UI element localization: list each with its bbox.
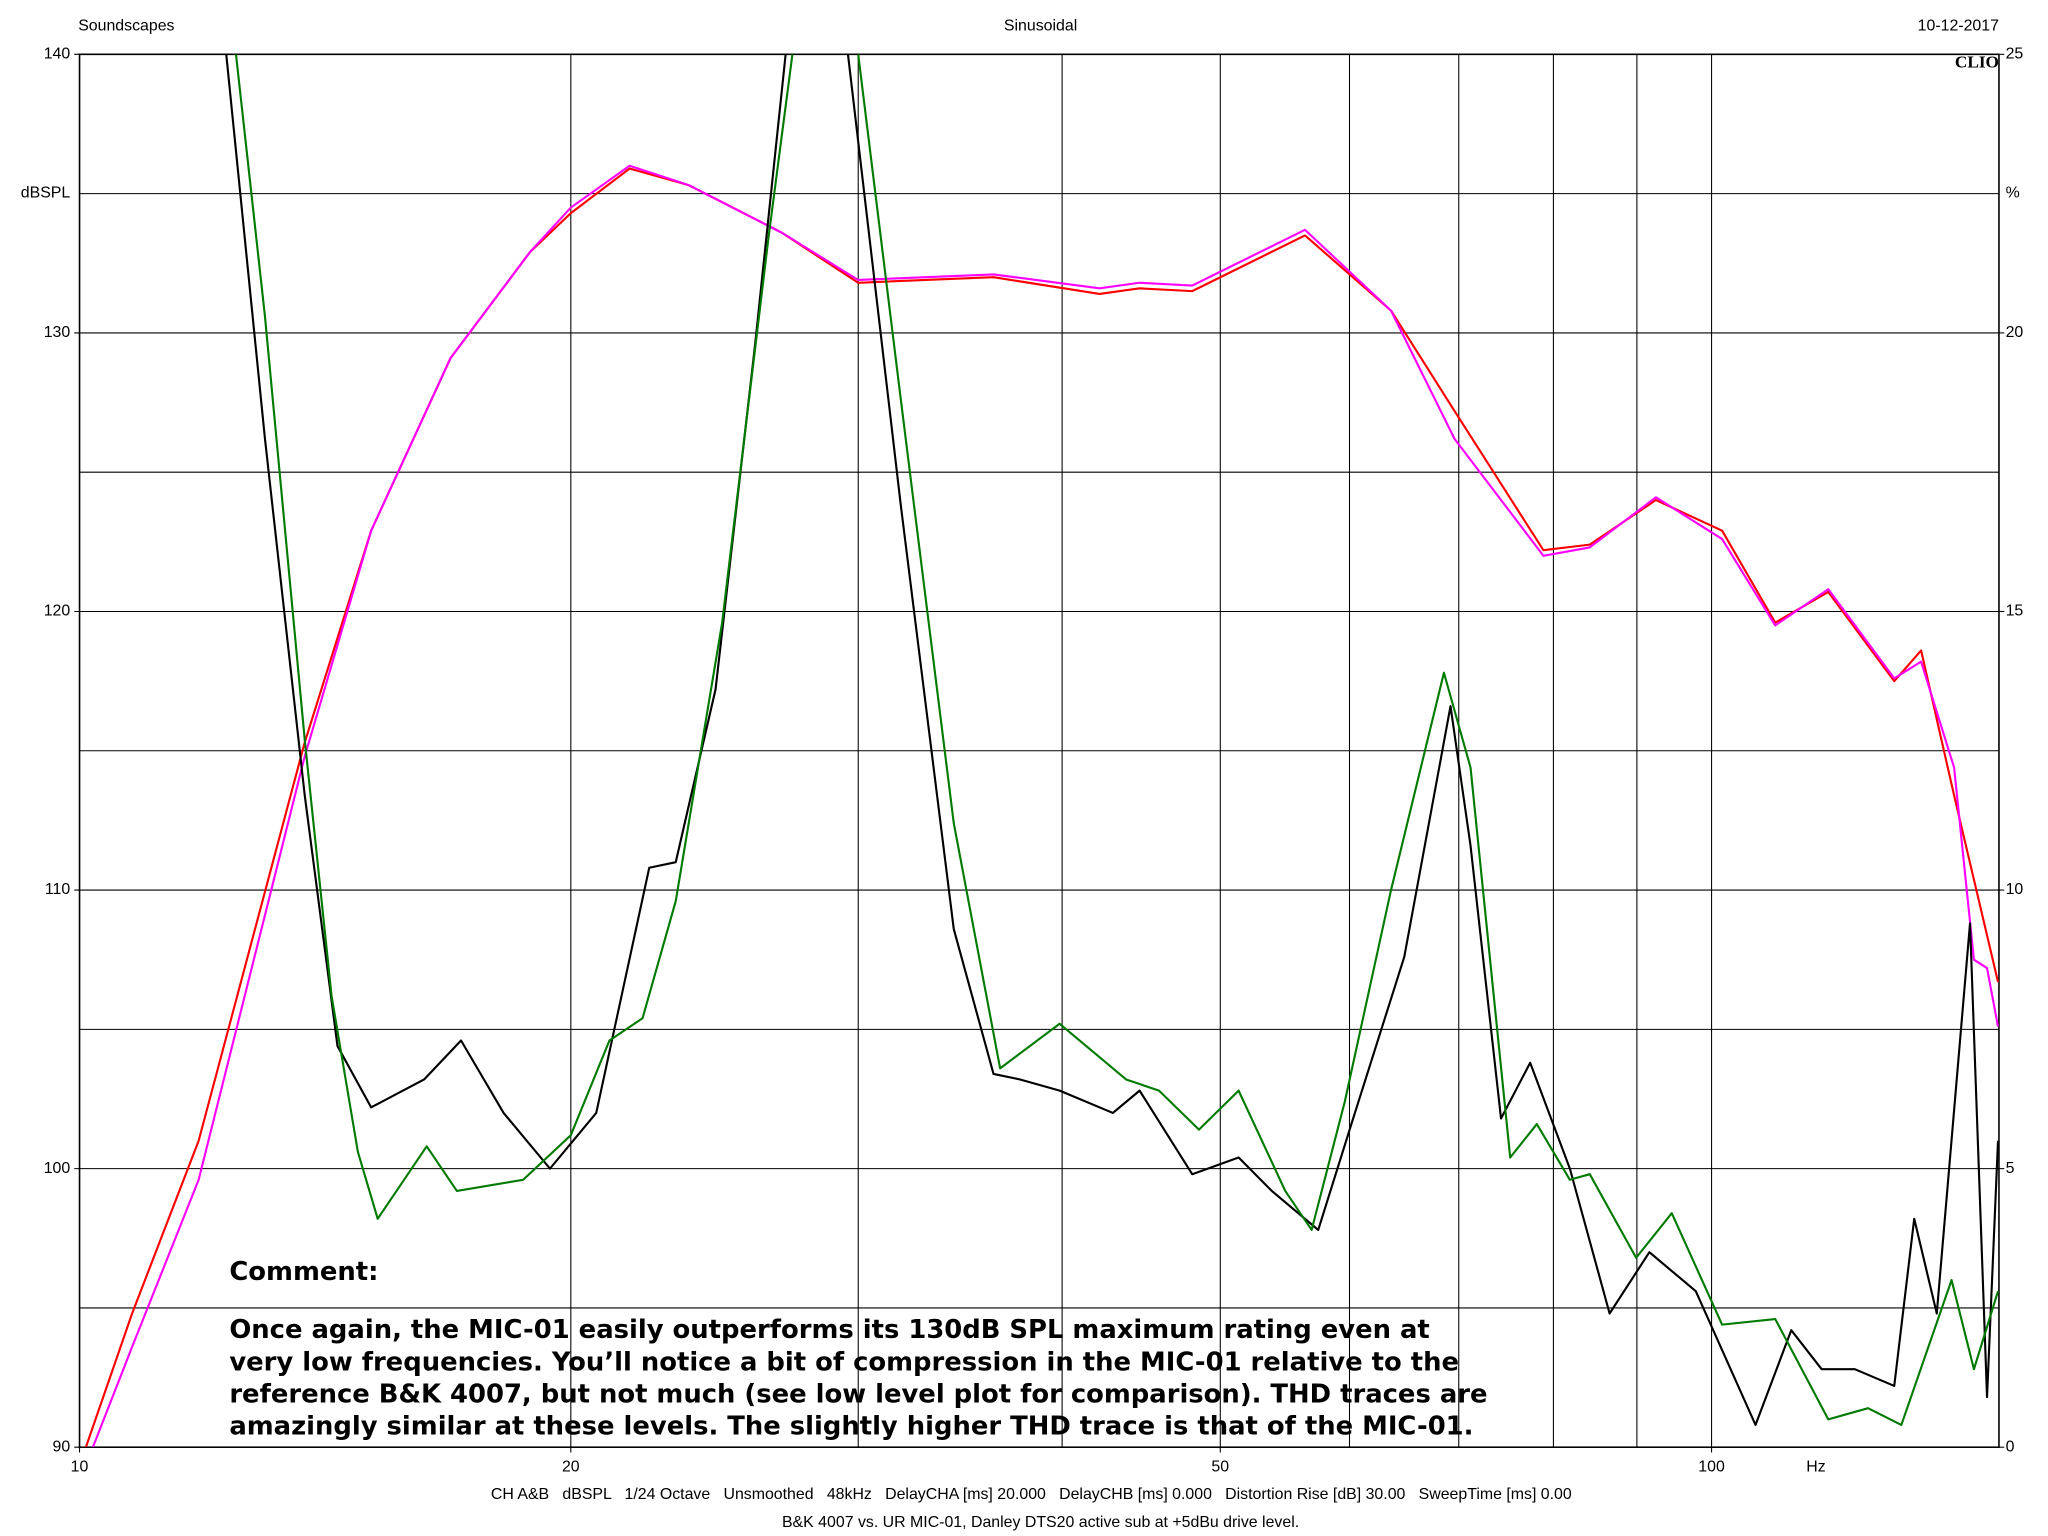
comment-title: Comment: — [229, 1257, 378, 1287]
header-right: 10-12-2017 — [1918, 18, 1999, 35]
y-axis-label: dBSPL — [21, 185, 71, 202]
y2-tick-label: 10 — [2006, 881, 2024, 898]
y2-tick-label: 5 — [2006, 1160, 2015, 1177]
thd-line — [91, 164, 1999, 1448]
y2-axis-label: % — [2006, 185, 2020, 202]
comment-line: reference B&K 4007, but not much (see lo… — [229, 1379, 1487, 1409]
y-tick-label: 120 — [44, 603, 71, 620]
y-tick-label: 130 — [44, 324, 71, 341]
y2-tick-label: 20 — [2006, 324, 2024, 341]
footer-settings: CH A&B dBSPL 1/24 Octave Unsmoothed 48kH… — [491, 1486, 1572, 1503]
brand: CLIO — [1955, 53, 1999, 72]
plot-area — [84, 54, 1999, 1448]
x-tick-label: 20 — [562, 1458, 580, 1475]
y-tick-label: 90 — [53, 1438, 71, 1455]
comment-line: very low frequencies. You’ll notice a bi… — [229, 1347, 1459, 1377]
x-tick-label: 10 — [71, 1458, 89, 1475]
header-left: Soundscapes — [78, 18, 174, 35]
thd-line — [234, 54, 1999, 1426]
x-axis-label: Hz — [1806, 1458, 1825, 1475]
footer-caption: B&K 4007 vs. UR MIC-01, Danley DTS20 act… — [782, 1514, 1299, 1531]
comment-line: amazingly similar at these levels. The s… — [229, 1412, 1473, 1442]
plot-frame — [78, 53, 2000, 1449]
y-tick-label: 100 — [44, 1160, 71, 1177]
y-tick-label: 110 — [45, 881, 70, 898]
y2-tick-label: 0 — [2006, 1438, 2015, 1455]
y-tick-label: 140 — [44, 46, 71, 63]
y2-tick-label: 15 — [2006, 603, 2024, 620]
y2-tick-label: 25 — [2006, 46, 2024, 63]
comment-line: Once again, the MIC-01 easily outperform… — [229, 1315, 1429, 1345]
header-center: Sinusoidal — [1004, 18, 1077, 35]
x-tick-label: 100 — [1698, 1458, 1725, 1475]
x-tick-label: 50 — [1211, 1458, 1229, 1475]
